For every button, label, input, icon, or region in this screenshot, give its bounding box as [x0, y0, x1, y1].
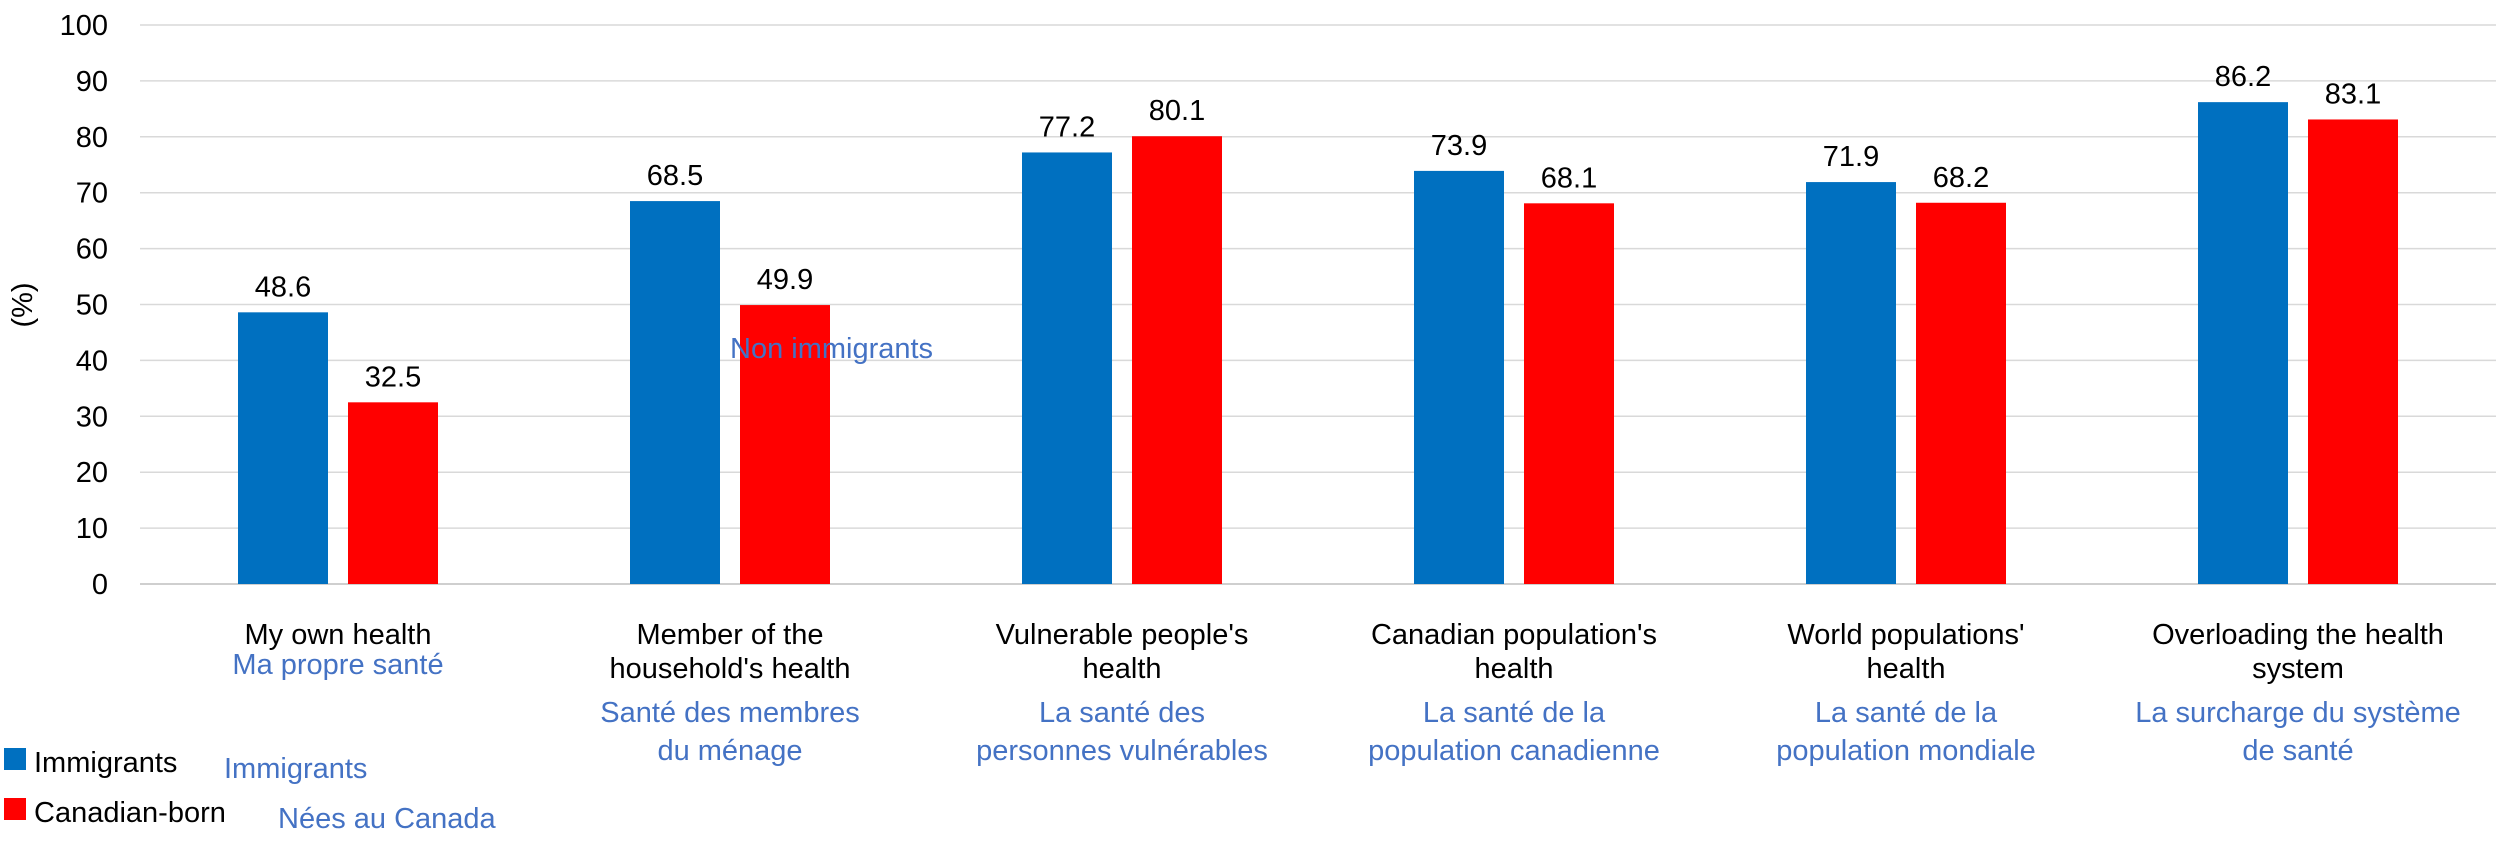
bar-immigrants [1414, 170, 1504, 585]
bar-immigrants [2198, 102, 2288, 584]
y-tick-label: 40 [76, 345, 108, 377]
data-label: 48.6 [255, 271, 311, 303]
category-label-fr: population canadienne [1368, 735, 1660, 767]
data-label: 80.1 [1149, 95, 1205, 127]
y-tick-label: 10 [76, 513, 108, 545]
legend-label: Immigrants [34, 747, 177, 779]
legend: Immigrants Immigrants Canadian-born Nées au… [4, 747, 497, 835]
legend-label-fr: Immigrants [224, 753, 367, 785]
category-label: health [1082, 653, 1161, 685]
category-label-fr: La santé de la [1423, 697, 1606, 729]
y-tick-label: 60 [76, 234, 108, 266]
data-label: 68.5 [647, 160, 703, 192]
y-tick-label: 100 [60, 10, 108, 42]
category-label-fr: La santé de la [1815, 697, 1998, 729]
data-label: 68.1 [1541, 162, 1597, 194]
y-tick-label: 0 [92, 569, 108, 601]
bar-immigrants [238, 312, 328, 584]
data-labels: 48.6 32.5 68.5 49.9 77.2 80.1 73.9 68.1 71.9 68.2… [255, 61, 2381, 393]
legend-label-fr: Nées au Canada [278, 803, 497, 835]
bar-canadian-born [1524, 203, 1614, 585]
data-label: 73.9 [1431, 130, 1487, 162]
data-label: 49.9 [757, 264, 813, 296]
category-label-fr: de santé [2242, 735, 2353, 767]
category-label-fr: Santé des membres [600, 697, 860, 729]
y-tick-label: 70 [76, 178, 108, 210]
y-tick-label: 80 [76, 122, 108, 154]
category-label: health [1474, 653, 1553, 685]
data-label: 77.2 [1039, 111, 1095, 143]
bar-canadian-born [1132, 136, 1222, 584]
legend-label: Canadian-born [34, 797, 226, 829]
data-label: 83.1 [2325, 78, 2381, 110]
category-label: Overloading the health [2152, 619, 2444, 651]
bars [238, 102, 2398, 585]
category-label: Vulnerable people's [996, 619, 1249, 651]
category-label: system [2252, 653, 2344, 685]
category-label-fr: personnes vulnérables [976, 735, 1268, 767]
bar-canadian-born [2308, 119, 2398, 584]
y-tick-label: 90 [76, 66, 108, 98]
bar-canadian-born [1916, 202, 2006, 584]
category-label-fr: La santé des [1039, 697, 1205, 729]
bar-canadian-born [740, 305, 830, 584]
bar-immigrants [630, 201, 720, 584]
data-label: 32.5 [365, 361, 421, 393]
category-label: Canadian population's [1371, 619, 1657, 651]
data-label: 71.9 [1823, 141, 1879, 173]
category-label: My own health [245, 619, 432, 651]
legend-swatch [4, 798, 26, 820]
data-label: 68.2 [1933, 162, 1989, 194]
category-label-fr: population mondiale [1776, 735, 2036, 767]
category-label: World populations' [1787, 619, 2024, 651]
y-axis-ticks: 0 10 20 30 40 50 60 70 80 90 100 [60, 10, 108, 601]
y-tick-label: 30 [76, 401, 108, 433]
category-label: Member of the [637, 619, 824, 651]
legend-swatch [4, 748, 26, 770]
y-axis-label: (%) [7, 282, 39, 327]
bar-canadian-born [348, 402, 438, 584]
bar-immigrants [1806, 182, 1896, 585]
data-label: 86.2 [2215, 61, 2271, 93]
gridlines [140, 24, 2496, 585]
category-label: health [1866, 653, 1945, 685]
category-label-fr: du ménage [657, 735, 802, 767]
category-label-fr: Ma propre santé [232, 649, 443, 681]
bar-immigrants [1022, 152, 1112, 584]
y-tick-label: 50 [76, 290, 108, 322]
category-label: household's health [610, 653, 851, 685]
annotation-label: Non immigrants [730, 333, 933, 365]
y-tick-label: 20 [76, 457, 108, 489]
category-label-fr: La surcharge du système [2135, 697, 2461, 729]
